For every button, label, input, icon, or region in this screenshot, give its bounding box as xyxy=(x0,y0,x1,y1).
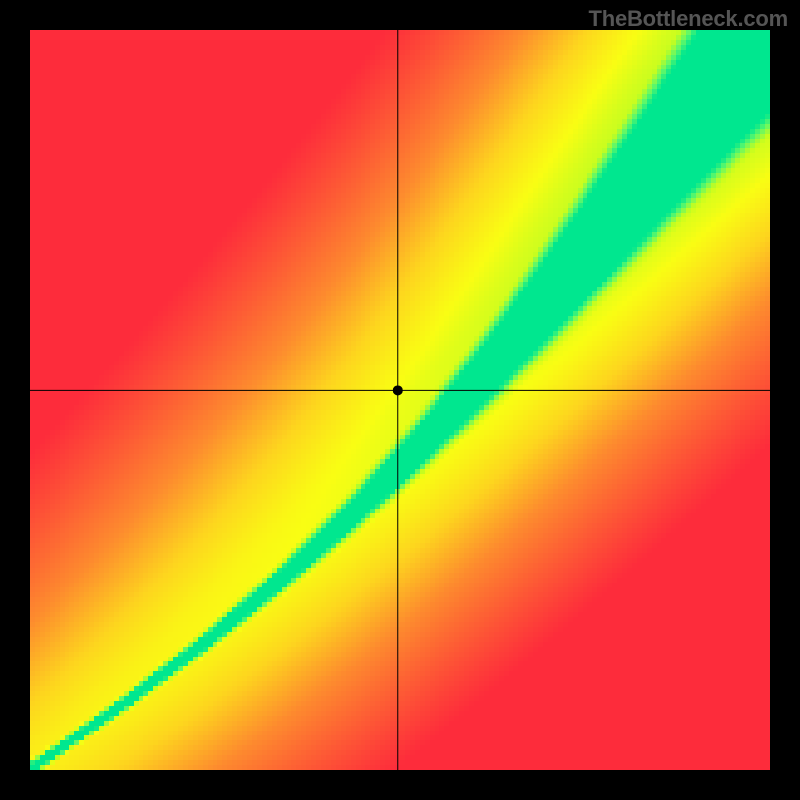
watermark-label: TheBottleneck.com xyxy=(588,6,788,32)
bottleneck-heatmap-container: TheBottleneck.com xyxy=(0,0,800,800)
heatmap-canvas xyxy=(0,0,800,800)
